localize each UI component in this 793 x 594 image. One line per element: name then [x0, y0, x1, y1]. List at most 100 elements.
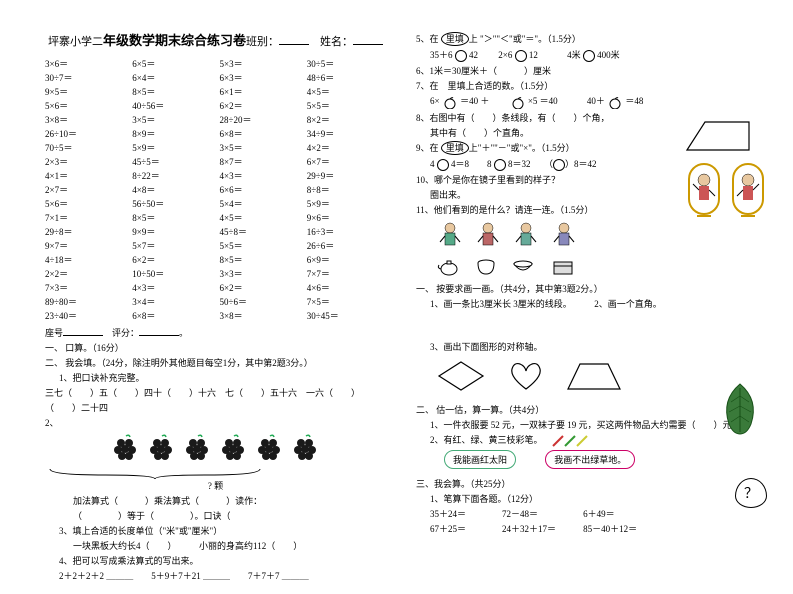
calc-item: 72－48＝ [502, 509, 538, 519]
mult-cell: 26÷10＝ [45, 127, 124, 140]
q6-text: 6、1米＝30厘米＋（ ）厘米 [416, 64, 782, 77]
q4-items: 2＋2＋2＋2 ＿＿＿ 5＋9＋7＋21 ＿＿＿ 7＋7＋7 ＿＿＿ [59, 569, 386, 582]
mult-cell: 9×7＝ [45, 239, 124, 252]
grapes-brace: ? 颗 [45, 467, 386, 492]
compare-circle [515, 50, 527, 62]
drawing-space [416, 312, 782, 338]
mult-cell: 7×7＝ [307, 267, 386, 280]
mult-cell: 30÷5＝ [307, 57, 386, 70]
section2-heading: 二、 我会填。（24分，除注明外其他题目每空1分，其中第2题3分。） [45, 356, 386, 369]
mult-cell: 8×7＝ [220, 155, 299, 168]
grape-bunch [255, 433, 285, 463]
left-page: 坪寨小学二年级数学期末综合练习卷班别： 姓名： 3×6＝6×5＝5×3＝30÷5… [0, 0, 396, 594]
add-label: 加法算式（ [73, 496, 118, 506]
compare-circle [583, 50, 595, 62]
compare-circle [455, 50, 467, 62]
calc-item: 35＋24＝ [430, 509, 466, 519]
mult-cell: 5×5＝ [220, 239, 299, 252]
op-circle [553, 159, 565, 171]
question-bubble: ？ [735, 478, 767, 508]
r-s3-q1: 1、笔算下面各题。（12分） [430, 492, 782, 505]
mult-cell: 8×2＝ [307, 113, 386, 126]
mult-cell: 2×2＝ [45, 267, 124, 280]
leaf-shape [717, 380, 763, 438]
mult-cell: 4×2＝ [307, 141, 386, 154]
q5-a1: 35＋6 [430, 50, 453, 60]
mult-cell: 6×5＝ [132, 57, 211, 70]
q5-items: 35＋6 42 2×6 12 4米 400米 [430, 48, 782, 62]
q5-b2: 12 [529, 50, 538, 60]
speech-cloud-2: 我画不出绿草地。 [545, 450, 635, 469]
mult-cell: 3×3＝ [220, 267, 299, 280]
mult-cell: 45÷8＝ [220, 225, 299, 238]
mult-cell: 6×1＝ [220, 85, 299, 98]
apple-icon [510, 95, 526, 109]
mult-cell: 40÷56＝ [132, 99, 211, 112]
brace-label: ? 颗 [208, 481, 223, 491]
heart-shape [506, 359, 546, 393]
q7-text: 7、在 里填上合适的数。（1.5分） [416, 79, 782, 92]
clouds-row: 我能画红太阳 我画不出绿草地。 [444, 450, 782, 469]
grape-bunch [291, 433, 321, 463]
mult-cell: 3×6＝ [45, 57, 124, 70]
q3-items: 一块黑板大约长4（ ） 小丽的身高约112（ ） [73, 539, 386, 552]
worksheet-title: 坪寨小学二年级数学期末综合练习卷班别： 姓名： [45, 30, 386, 49]
class-blank [279, 35, 309, 45]
read-label: ）读作： [226, 496, 262, 506]
apple-icon [607, 95, 623, 109]
container-icon [548, 258, 578, 276]
mult-cell: 2×7＝ [45, 183, 124, 196]
circled-word: 里填 [441, 141, 469, 155]
q5-text: 5、在 里填上 "＞""＜"或"＝"。（1.5分） [416, 32, 782, 46]
mult-cell: 8÷8＝ [307, 183, 386, 196]
mult-cell: 45÷5＝ [132, 155, 211, 168]
cup-icon [476, 258, 498, 276]
mult-cell: 89÷80＝ [45, 295, 124, 308]
calc-item: 85－40＋12＝ [583, 524, 637, 534]
q5-c1: 4米 [567, 50, 581, 60]
circled-word: 里填 [441, 32, 469, 46]
mult-cell: 30÷7＝ [45, 71, 124, 84]
mult-cell: 29÷8＝ [45, 225, 124, 238]
q5-a2: 42 [469, 50, 478, 60]
calc-item: 6＋49＝ [583, 509, 615, 519]
mult-cell: 23÷40＝ [45, 309, 124, 322]
mult-cell: 7×3＝ [45, 281, 124, 294]
mult-cell: 30÷45＝ [307, 309, 386, 322]
mult-cell: 6×2＝ [220, 281, 299, 294]
kid-icon [550, 220, 578, 254]
name-label: 姓名： [320, 36, 353, 48]
mult-cell: 6×8＝ [132, 309, 211, 322]
seat-blank [63, 326, 103, 336]
mult-cell: 3×4＝ [132, 295, 211, 308]
mult-cell: 4×1＝ [45, 169, 124, 182]
mult-cell: 4×3＝ [220, 169, 299, 182]
mult-cell: 7×1＝ [45, 211, 124, 224]
right-page: 5、在 里填上 "＞""＜"或"＝"。（1.5分） 35＋6 42 2×6 12… [396, 0, 792, 594]
pencils-icon [551, 434, 591, 448]
mult-cell: 16÷3＝ [307, 225, 386, 238]
mult-cell: 8×9＝ [132, 127, 211, 140]
q3a: 一块黑板大约长4（ ） [73, 541, 172, 551]
mult-cell: 5×4＝ [220, 197, 299, 210]
mult-cell: 5×7＝ [132, 239, 211, 252]
mult-cell: 34÷9＝ [307, 127, 386, 140]
objects-row [436, 258, 782, 276]
mult-cell: 2×3＝ [45, 155, 124, 168]
mult-cell: 29÷9＝ [307, 169, 386, 182]
q3b: 小丽的身高约112（ ） [199, 541, 302, 551]
title-main: 年级数学期末综合练习卷 [103, 33, 246, 48]
calc-item: 24＋32＋17＝ [502, 524, 556, 534]
mult-cell: 3×8＝ [45, 113, 124, 126]
r-q2: 2、画一个直角。 [594, 299, 662, 309]
mult-cell: 6×7＝ [307, 155, 386, 168]
grapes-row [45, 433, 386, 463]
r-s2-q2-text: 2、有红、绿、黄三枝彩笔。 [430, 435, 543, 445]
q7-items: 6× ＝40 ＋ ×5 ＝40 40＋ ＝48 [430, 94, 782, 109]
score-label: 评分： [112, 328, 139, 338]
r-q3: 3、画出下面图形的对称轴。 [430, 340, 782, 353]
kid-icon [436, 220, 464, 254]
name-blank [353, 35, 383, 45]
mult-cell: 4×5＝ [220, 211, 299, 224]
mult-cell: 4×3＝ [132, 281, 211, 294]
